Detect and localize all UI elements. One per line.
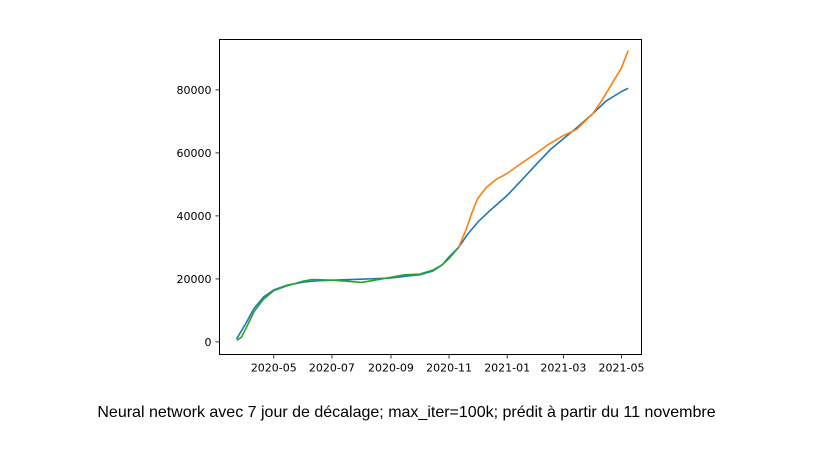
x-tick-label: 2020-09	[368, 362, 414, 375]
x-tick-label: 2020-11	[426, 362, 472, 375]
series-line-0	[235, 87, 629, 340]
x-tick-label: 2021-03	[540, 362, 586, 375]
x-tick-label: 2021-01	[484, 362, 530, 375]
x-tick-label: 2021-05	[599, 362, 645, 375]
y-tick-label: 60000	[177, 147, 212, 160]
y-tick-label: 80000	[177, 84, 212, 97]
figure-caption: Neural network avec 7 jour de décalage; …	[97, 404, 716, 421]
series-line-1	[457, 50, 629, 248]
x-axis: 2020-05 2020-07 2020-09 2020-11 2021-01 2021-…	[251, 354, 645, 375]
y-tick-label: 0	[205, 336, 212, 349]
plot-lines	[235, 50, 629, 341]
y-tick-label: 20000	[177, 273, 212, 286]
y-tick-label: 40000	[177, 210, 212, 223]
x-tick-label: 2020-07	[309, 362, 355, 375]
series-line-2	[236, 246, 460, 341]
x-tick-label: 2020-05	[251, 362, 297, 375]
y-axis: 0 20000 40000 60000 80000	[177, 84, 220, 349]
plot-frame	[219, 39, 642, 355]
